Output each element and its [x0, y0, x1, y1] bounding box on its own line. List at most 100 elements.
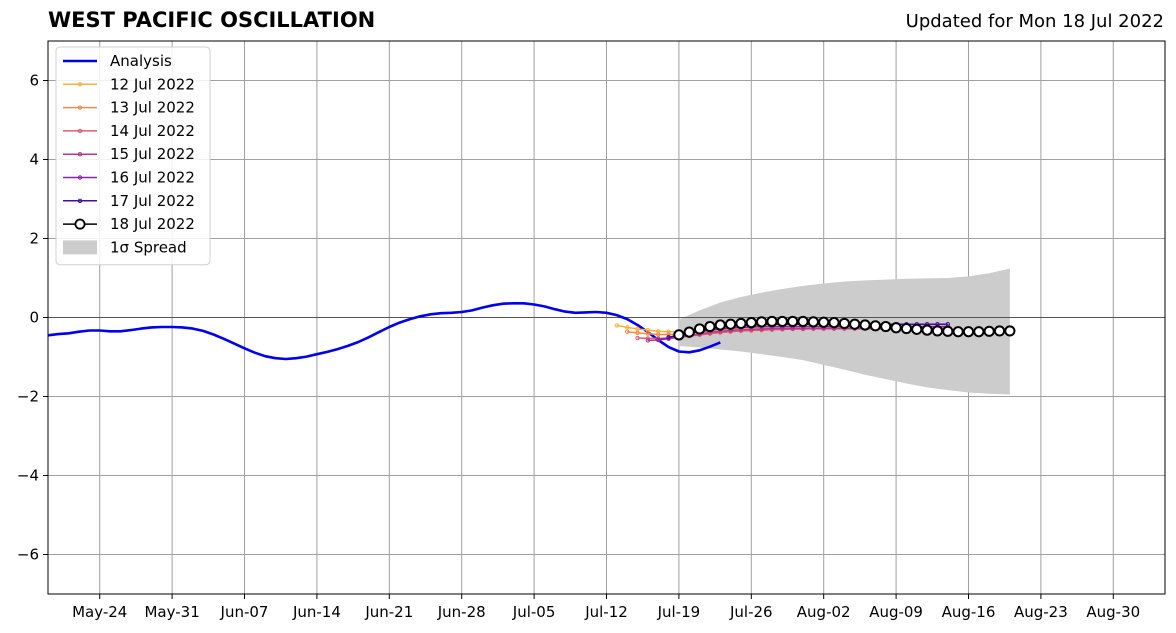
- x-tick-label: Aug-30: [1086, 603, 1140, 621]
- forecast-point: [624, 329, 630, 334]
- x-tick-label: May-31: [144, 603, 199, 621]
- forecast-point: [869, 320, 882, 332]
- legend-item: 15 Jul 2022: [63, 145, 195, 163]
- forecast-point: [673, 329, 685, 341]
- legend-label: 15 Jul 2022: [110, 145, 195, 163]
- forecast-point: [880, 320, 892, 333]
- x-tick-label: Jul-12: [584, 603, 628, 621]
- spread-band: [678, 268, 1010, 395]
- forecast-point: [645, 331, 651, 336]
- legend-item: 17 Jul 2022: [63, 192, 195, 210]
- forecast-point: [900, 322, 913, 335]
- legend-marker: [77, 175, 83, 180]
- updated-date: Updated for Mon 18 Jul 2022: [905, 11, 1164, 32]
- series-analysis: [48, 302, 721, 361]
- legend-marker: [77, 198, 83, 204]
- legend: Analysis 12 Jul 2022 13 Jul 2022 14 Jul 202…: [55, 46, 211, 266]
- legend-label: 17 Jul 2022: [110, 192, 195, 210]
- forecast-point: [828, 317, 840, 329]
- forecast-point: [973, 326, 985, 338]
- x-tick-label: Jun-14: [292, 603, 341, 621]
- legend-item: 13 Jul 2022: [63, 99, 195, 117]
- forecast-point: [797, 315, 809, 328]
- forecast-point: [666, 329, 671, 334]
- x-tick-label: Aug-02: [797, 603, 851, 621]
- plot-area: [48, 268, 1165, 395]
- forecast-point: [635, 335, 640, 341]
- legend-label: 1σ Spread: [110, 238, 187, 256]
- forecast-point: [993, 325, 1006, 337]
- legend-item: 12 Jul 2022: [63, 75, 195, 93]
- forecast-point: [666, 335, 671, 340]
- x-tick-label: Aug-09: [869, 603, 923, 621]
- forecast-point: [735, 317, 747, 330]
- legend-label: 14 Jul 2022: [110, 122, 195, 140]
- x-tick-label: May-24: [72, 603, 127, 621]
- forecast-point: [635, 330, 640, 336]
- y-tick-label: 4: [29, 151, 39, 169]
- x-tick-label: Jul-19: [657, 603, 701, 621]
- forecast-point: [911, 323, 923, 335]
- forecast-point: [849, 318, 861, 330]
- forecast-point: [807, 316, 819, 328]
- legend-label: 18 Jul 2022: [110, 215, 195, 233]
- forecast-point: [942, 325, 954, 337]
- forecast-point: [818, 316, 830, 328]
- axes: May-24 May-31 Jun-07 Jun-14 Jun-21 Jun-28 Jul-…: [17, 72, 1140, 622]
- legend-marker: [77, 105, 83, 110]
- forecast-point: [1004, 325, 1016, 337]
- legend-marker: [77, 128, 83, 134]
- legend-item: Analysis: [63, 52, 172, 70]
- legend-item: 1σ Spread: [63, 238, 187, 256]
- forecast-point: [704, 320, 716, 333]
- forecast-point: [714, 319, 726, 331]
- y-tick-label: −4: [17, 467, 39, 485]
- legend-item: 18 Jul 2022: [63, 215, 195, 233]
- forecast-point: [614, 323, 620, 328]
- forecast-point: [693, 323, 706, 335]
- forecast-point: [745, 317, 757, 329]
- legend-label: 12 Jul 2022: [110, 75, 195, 93]
- forecast-point: [656, 332, 661, 337]
- legend-swatch: [63, 240, 97, 255]
- forecast-point: [931, 325, 944, 337]
- x-tick-label: Jun-28: [437, 603, 486, 621]
- chart-title: WEST PACIFIC OSCILLATION: [48, 8, 376, 32]
- analysis-line: [48, 302, 721, 361]
- legend-marker: [74, 218, 86, 230]
- y-tick-label: 2: [29, 230, 39, 248]
- y-tick-label: −6: [17, 546, 39, 564]
- legend-label: 13 Jul 2022: [110, 99, 195, 117]
- y-tick-label: 0: [29, 309, 39, 327]
- forecast-point: [725, 318, 737, 330]
- forecast-point: [756, 316, 768, 328]
- forecast-point: [983, 325, 995, 337]
- legend-item: 14 Jul 2022: [63, 122, 195, 140]
- forecast-point: [645, 336, 651, 341]
- x-tick-label: Jun-21: [364, 603, 413, 621]
- legend-marker: [77, 152, 83, 157]
- forecast-point: [656, 337, 661, 342]
- legend-label: 16 Jul 2022: [110, 169, 195, 187]
- legend-label: Analysis: [110, 52, 172, 70]
- forecast-point: [776, 315, 788, 328]
- forecast-point: [952, 326, 964, 338]
- legend-box: [55, 46, 211, 266]
- x-tick-label: Aug-16: [942, 603, 996, 621]
- legend-marker: [77, 82, 83, 87]
- forecast-point: [838, 317, 850, 330]
- forecast-point: [859, 319, 871, 331]
- y-tick-label: 6: [29, 72, 39, 90]
- x-tick-label: Jul-26: [729, 603, 773, 621]
- x-tick-label: Jun-07: [220, 603, 269, 621]
- forecast-point: [766, 315, 778, 328]
- x-tick-label: Jul-05: [512, 603, 556, 621]
- series-18-jul-2022: [673, 315, 1016, 341]
- forecast-point: [645, 338, 651, 343]
- y-tick-label: −2: [17, 388, 39, 406]
- forecast-point: [962, 326, 975, 338]
- forecast-point: [921, 324, 933, 336]
- x-tick-label: Aug-23: [1014, 603, 1068, 621]
- forecast-point: [624, 325, 630, 330]
